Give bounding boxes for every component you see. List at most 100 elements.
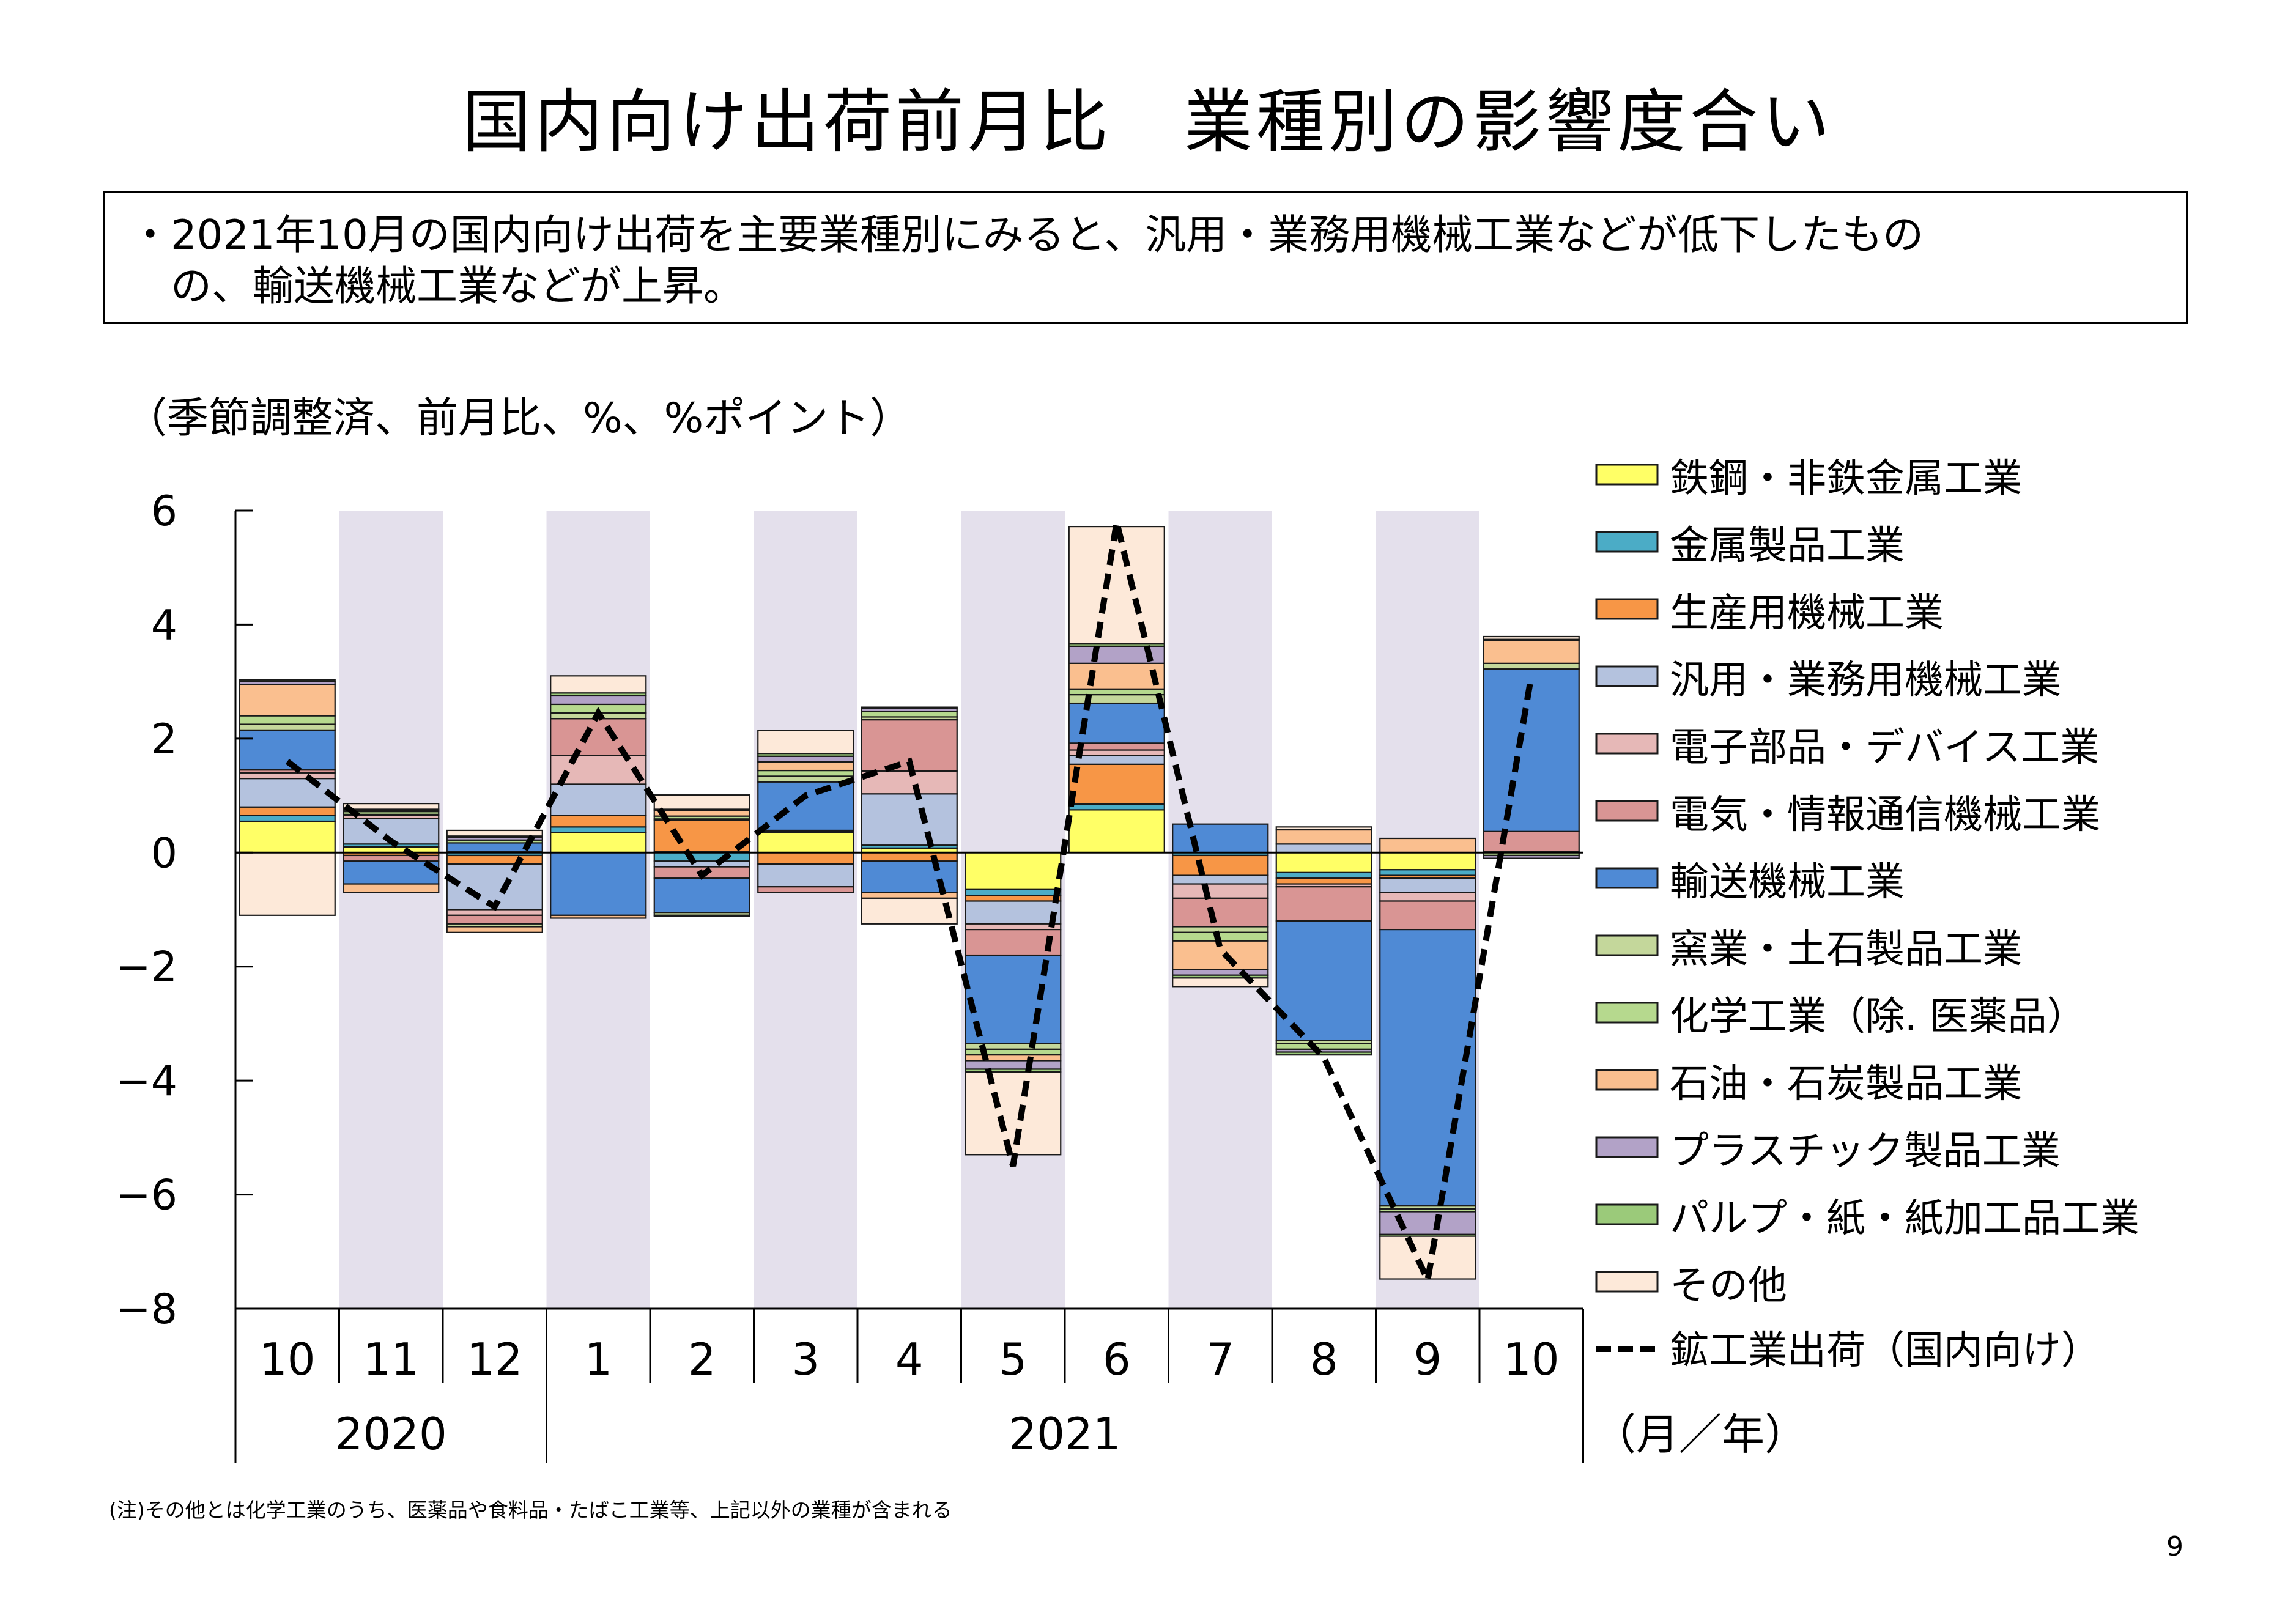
y-tick-label: −2 xyxy=(116,944,177,992)
bar-segment-11 xyxy=(757,755,854,763)
bar-segment-11 xyxy=(1483,854,1580,859)
bar-segment-7 xyxy=(1379,929,1476,1207)
legend-label: 金属製品工業 xyxy=(1670,523,1905,569)
bar-segment-7 xyxy=(757,781,854,832)
year-label: 2021 xyxy=(1009,1408,1120,1460)
bar-segment-8 xyxy=(757,775,854,783)
footnote: (注)その他とは化学工業のうち、医薬品や食料品・たばこ工業等、上記以外の業種が含… xyxy=(109,1498,952,1522)
legend-label: 石油・石炭製品工業 xyxy=(1670,1062,2022,1107)
bar-segment-2 xyxy=(1275,871,1372,879)
bar-segment-7 xyxy=(1275,920,1372,1041)
y-tick-label: −8 xyxy=(116,1285,177,1334)
bar-segment-8 xyxy=(1068,693,1165,704)
summary-line-2: の、輸送機械工業などが上昇。 xyxy=(130,262,744,310)
bar-segment-11 xyxy=(965,1060,1062,1070)
bar-segment-13 xyxy=(239,852,336,916)
bar-segment-2 xyxy=(1379,869,1476,876)
bar-segment-11 xyxy=(550,695,647,706)
bar-segment-8 xyxy=(1172,926,1269,933)
bar-segment-7 xyxy=(1483,668,1580,832)
y-tick-label: 0 xyxy=(151,829,177,877)
bar-segment-3 xyxy=(861,852,958,862)
bar-segment-4 xyxy=(1275,843,1372,854)
shade-band xyxy=(339,511,443,1309)
bar-segment-12 xyxy=(239,679,336,682)
bar-segment-3 xyxy=(550,815,647,828)
bar-segment-11 xyxy=(1172,969,1269,976)
bar-segment-13 xyxy=(1275,826,1372,831)
legend-swatch-1 xyxy=(1595,464,1659,486)
legend-label: 鉱工業出荷（国内向け） xyxy=(1670,1328,2100,1373)
bar-segment-10 xyxy=(343,883,440,893)
bar-segment-10 xyxy=(1483,640,1580,664)
bar-segment-10 xyxy=(550,914,647,919)
bar-segment-4 xyxy=(550,783,647,816)
bar-segment-10 xyxy=(965,1054,1062,1062)
bar-segment-5 xyxy=(1379,892,1476,902)
legend-label: 窯業・土石製品工業 xyxy=(1670,927,2022,972)
x-tick-label: 12 xyxy=(467,1334,523,1385)
page-number: 9 xyxy=(2166,1531,2183,1562)
page-title: 国内向け出荷前月比 業種別の影響度合い xyxy=(462,83,1834,162)
legend-label: プラスチック製品工業 xyxy=(1670,1129,2061,1174)
bar-segment-6 xyxy=(757,886,854,893)
x-tick-label: 11 xyxy=(363,1334,419,1385)
bar-segment-12 xyxy=(861,706,958,709)
bar-segment-10 xyxy=(757,761,854,772)
bar-segment-3 xyxy=(1068,763,1165,805)
legend-swatch-7 xyxy=(1595,867,1659,889)
shade-band xyxy=(754,511,857,1309)
y-tick-label: 4 xyxy=(151,601,177,649)
bar-segment-9 xyxy=(757,769,854,777)
x-tick-label: 10 xyxy=(1503,1334,1560,1385)
bar-segment-6 xyxy=(1379,900,1476,931)
legend-label: 化学工業（除. 医薬品） xyxy=(1670,994,2086,1040)
x-tick-label: 6 xyxy=(1103,1334,1131,1385)
bar-segment-13 xyxy=(1068,525,1165,645)
bar-segment-9 xyxy=(1068,688,1165,696)
bar-segment-10 xyxy=(446,926,543,933)
bar-segment-2 xyxy=(653,852,750,862)
bar-segment-5 xyxy=(1172,883,1269,899)
bar-segment-1 xyxy=(239,820,336,854)
bar-segment-4 xyxy=(653,860,750,868)
bar-segment-3 xyxy=(1275,877,1372,885)
x-tick-label: 10 xyxy=(259,1334,316,1385)
bar-segment-4 xyxy=(1172,874,1269,885)
legend-label: 汎用・業務用機械工業 xyxy=(1670,658,2061,703)
legend-swatch-6 xyxy=(1595,800,1659,822)
bar-segment-2 xyxy=(239,815,336,822)
bar-segment-8 xyxy=(1483,662,1580,670)
bar-segment-5 xyxy=(550,755,647,785)
x-tick-label: 5 xyxy=(999,1334,1027,1385)
bar-segment-1 xyxy=(550,832,647,854)
unit-note: （季節調整済、前月比、%、%ポイント） xyxy=(125,394,912,443)
bar-segment-10 xyxy=(653,810,750,817)
summary-box: ・2021年10月の国内向け出荷を主要業種別にみると、汎用・業務用機械工業などが… xyxy=(103,191,2188,324)
bar-segment-1 xyxy=(1379,852,1476,871)
bar-segment-5 xyxy=(239,772,336,780)
year-label: 2020 xyxy=(335,1408,447,1460)
bar-segment-3 xyxy=(653,819,750,852)
legend-label: その他 xyxy=(1670,1263,1787,1309)
bar-segment-4 xyxy=(239,778,336,808)
bar-segment-11 xyxy=(653,914,750,917)
x-unit-label: （月／年） xyxy=(1593,1409,1807,1460)
legend-swatch-12 xyxy=(1595,1203,1659,1225)
legend-swatch-11 xyxy=(1595,1136,1659,1158)
x-tick-label: 4 xyxy=(895,1334,924,1385)
bar-segment-11 xyxy=(1379,1211,1476,1235)
bar-segment-13 xyxy=(757,730,854,755)
bar-segment-13 xyxy=(446,829,543,837)
legend-swatch-8 xyxy=(1595,934,1659,956)
bar-segment-6 xyxy=(1483,830,1580,852)
x-tick-label: 2 xyxy=(688,1334,716,1385)
y-tick-label: −6 xyxy=(116,1172,177,1220)
legend-swatch-2 xyxy=(1595,531,1659,553)
bar-segment-13 xyxy=(653,794,750,810)
bar-segment-7 xyxy=(343,860,440,885)
legend-label: パルプ・紙・紙加工品工業 xyxy=(1670,1196,2139,1241)
bar-segment-7 xyxy=(1172,823,1269,854)
bar-segment-3 xyxy=(446,854,543,865)
